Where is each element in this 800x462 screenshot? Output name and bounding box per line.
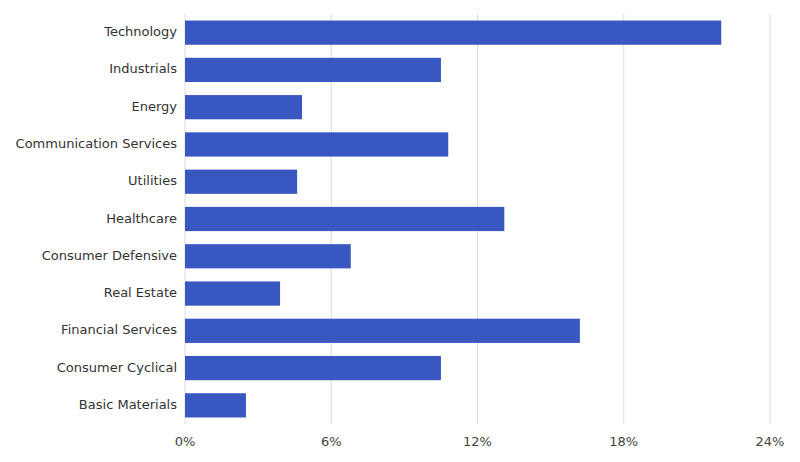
y-tick-label: Consumer Defensive [42, 248, 177, 263]
bar [185, 356, 441, 380]
x-tick-label: 18% [609, 434, 638, 449]
bar [185, 393, 246, 417]
chart-container: 0% 6% 12% 18% 24% Technology Industrials Energy… [0, 0, 800, 462]
y-tick-label: Consumer Cyclical [57, 360, 177, 375]
y-tick-label: Industrials [109, 61, 177, 76]
bar [185, 21, 721, 45]
chart: 0% 6% 12% 18% 24% Technology Industrials Energy… [0, 0, 800, 462]
y-tick-label: Technology [103, 24, 177, 39]
bar [185, 207, 504, 231]
x-tick-label: 6% [321, 434, 342, 449]
y-axis: Technology Industrials Energy Communication… [16, 24, 178, 412]
bar [185, 58, 441, 82]
x-tick-label: 24% [756, 434, 785, 449]
y-tick-label: Real Estate [104, 285, 177, 300]
bar [185, 319, 580, 343]
x-tick-label: 0% [175, 434, 196, 449]
y-tick-label: Basic Materials [79, 397, 177, 412]
grid-line [623, 14, 624, 424]
x-tick-label: 12% [463, 434, 492, 449]
y-tick-label: Utilities [128, 173, 177, 188]
y-tick-label: Financial Services [61, 322, 177, 337]
grid [185, 14, 770, 424]
bar [185, 281, 280, 305]
bar [185, 95, 302, 119]
grid-line [770, 14, 771, 424]
bars [185, 21, 721, 418]
y-tick-label: Energy [131, 99, 177, 114]
bar [185, 132, 448, 156]
x-axis: 0% 6% 12% 18% 24% [175, 434, 785, 449]
y-tick-label: Communication Services [16, 136, 178, 151]
y-tick-label: Healthcare [106, 211, 177, 226]
bar [185, 244, 351, 268]
bar [185, 170, 297, 194]
